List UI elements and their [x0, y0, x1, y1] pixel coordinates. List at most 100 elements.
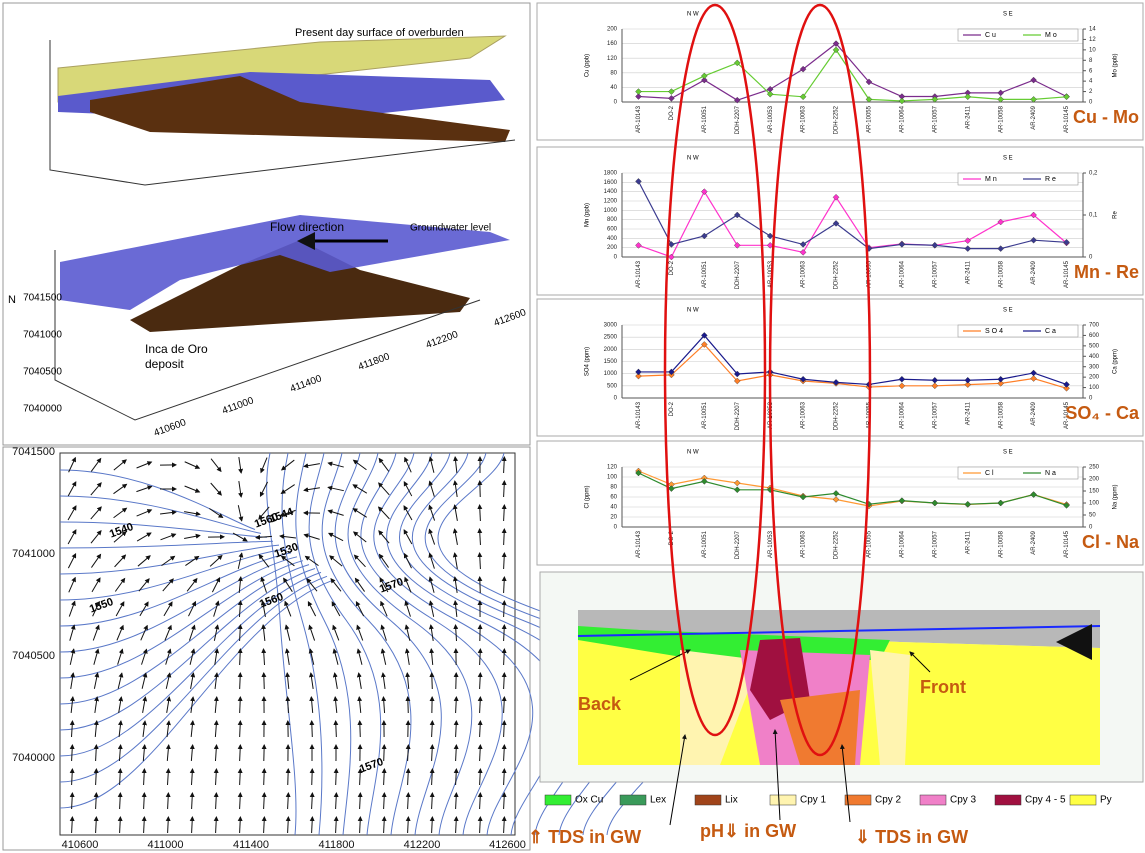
map-y-tick: 7041500 [12, 446, 55, 458]
y-tick-label: 7040500 [23, 367, 62, 378]
y-tick-label: 1500 [604, 359, 618, 365]
legend-label: Cpy 2 [875, 795, 902, 806]
chart-frame [537, 147, 1143, 295]
y-axis-label: Cu (ppb) [585, 54, 591, 77]
y2-axis-label: Na (ppm) [1113, 484, 1119, 509]
note: pH⇓ in GW [700, 821, 796, 841]
flow-vector [336, 721, 337, 737]
y-tick-label: 1000 [604, 208, 618, 214]
y-axis-label: Mn (ppb) [585, 203, 591, 227]
legend-label: Py [1100, 795, 1112, 806]
y-tick-label: 1200 [604, 199, 618, 205]
map-y-tick: 7040000 [12, 752, 55, 764]
legend-swatch [920, 795, 946, 805]
x-tick-label: AR-10051 [702, 401, 708, 429]
legend-swatch [1070, 795, 1096, 805]
chart-title: Cl - Na [1082, 532, 1140, 552]
legend-label: Cpy 3 [950, 795, 977, 806]
y-tick-label: 160 [607, 41, 618, 47]
legend-label: Ox Cu [575, 795, 603, 806]
map-x-tick: 412200 [404, 839, 441, 851]
x-tick-label: AR-10057 [932, 260, 938, 288]
legend-swatch [845, 795, 871, 805]
x-tick-label: AR-10145 [1064, 530, 1070, 558]
y2-tick-label: 700 [1089, 323, 1100, 329]
x-tick-label: AR-10064 [899, 105, 905, 133]
chart-title: SO₄ - Ca [1065, 403, 1140, 423]
map-y-tick: 7040500 [12, 650, 55, 662]
y2-tick-label: 600 [1089, 333, 1100, 339]
flow-vector [336, 769, 337, 785]
label: Flow direction [270, 220, 344, 234]
legend-swatch [545, 795, 571, 805]
y-tick-label: 200 [607, 27, 618, 33]
direction-label: S E [1003, 308, 1013, 314]
x-tick-label: AR-10058 [998, 105, 1004, 133]
y2-tick-label: 10 [1089, 47, 1096, 53]
x-tick-label: DDH-2207 [735, 260, 741, 289]
flow-vector [480, 577, 481, 593]
note: ⇓ TDS in GW [855, 827, 968, 847]
x-tick-label: AR-10063 [801, 530, 807, 558]
y2-tick-label: 150 [1089, 489, 1100, 495]
legend-label: SO4 [985, 328, 1005, 335]
note: ⇑ TDS in GW [528, 827, 641, 847]
chart-frame [537, 3, 1143, 140]
map-x-tick: 411400 [233, 839, 269, 851]
y-tick-label: 7040000 [23, 404, 62, 415]
legend-label: Cpy 1 [800, 795, 827, 806]
y2-axis-label: Re [1113, 211, 1119, 219]
legend-label: Ca [1045, 328, 1058, 335]
x-tick-label: AR-10055 [867, 105, 873, 133]
x-tick-label: AR-2409 [1031, 260, 1037, 284]
y2-tick-label: 0,2 [1089, 171, 1098, 177]
y-tick-label: 600 [607, 227, 618, 233]
legend-swatch [695, 795, 721, 805]
map-x-tick: 411000 [148, 839, 184, 851]
flow-vector [360, 721, 361, 737]
x-tick-label: AR-2409 [1031, 105, 1037, 129]
x-tick-label: AR-2411 [965, 260, 971, 284]
x-tick-label: DDH-2252 [834, 530, 840, 559]
x-tick-label: DDH-2252 [834, 401, 840, 430]
label: Inca de Oro [145, 342, 208, 356]
y-tick-label: 800 [607, 217, 618, 223]
direction-label: S E [1003, 12, 1013, 18]
y-tick-label: 80 [610, 70, 617, 76]
chart-title: Cu - Mo [1073, 107, 1139, 127]
y2-tick-label: 0,1 [1089, 213, 1098, 219]
y-tick-label: 80 [610, 485, 617, 491]
x-tick-label: AR-10053 [768, 105, 774, 133]
x-tick-label: AR-10143 [636, 530, 642, 558]
y-tick-label: 2500 [604, 335, 618, 341]
chart-frame [537, 441, 1143, 565]
label: Groundwater level [410, 223, 491, 234]
y-tick-label: 60 [610, 495, 617, 501]
y2-tick-label: 12 [1089, 37, 1096, 43]
direction-label: S E [1003, 156, 1013, 162]
legend-label: Mn [985, 176, 999, 183]
y2-tick-label: 100 [1089, 385, 1100, 391]
direction-label: N W [687, 450, 699, 456]
flow-vector [264, 769, 265, 785]
y-tick-label: 200 [607, 245, 618, 251]
y2-tick-label: 200 [1089, 477, 1100, 483]
direction-label: N W [687, 156, 699, 162]
y-tick-label: 7041500 [23, 293, 62, 304]
x-tick-label: AR-2409 [1031, 401, 1037, 425]
x-tick-label: AR-10055 [867, 530, 873, 558]
legend-label: Na [1045, 470, 1058, 477]
direction-label: S E [1003, 450, 1013, 456]
legend-swatch [995, 795, 1021, 805]
x-tick-label: AR-10058 [998, 401, 1004, 429]
x-tick-label: AR-10063 [801, 260, 807, 288]
x-tick-label: AR-2411 [965, 105, 971, 129]
flow-vector [432, 673, 433, 689]
x-tick-label: AR-10051 [702, 260, 708, 288]
x-tick-label: DDH-2207 [735, 401, 741, 430]
x-tick-label: AR-10058 [998, 260, 1004, 288]
legend-label: Lex [650, 795, 666, 806]
x-tick-label: AR-10063 [801, 401, 807, 429]
x-tick-label: AR-10057 [932, 530, 938, 558]
legend-swatch [620, 795, 646, 805]
